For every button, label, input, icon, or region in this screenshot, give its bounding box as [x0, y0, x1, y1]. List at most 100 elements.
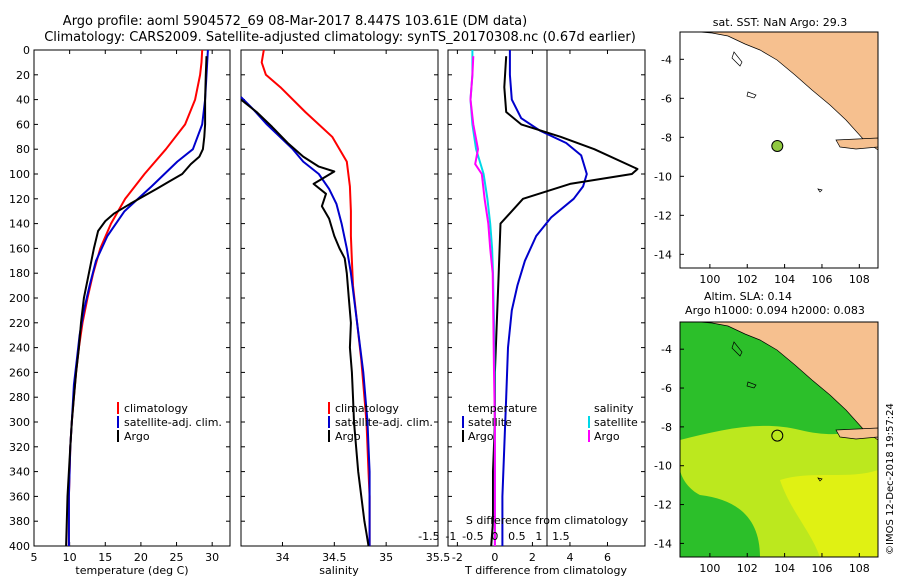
x-tick-label: 5 [31, 551, 38, 564]
map-sst-argo-location [771, 140, 784, 152]
y-tick-label: 300 [9, 416, 30, 429]
y-tick-label: 260 [9, 366, 30, 379]
map-x-tick-label: 102 [737, 562, 758, 575]
salinity-legend: climatology satellite-adj. clim. Argo [328, 402, 433, 443]
x-tick-label: 2 [529, 551, 536, 564]
series-line-argo [240, 98, 370, 547]
series-line-satellite-adj-clim [67, 49, 209, 546]
series-line-temperature-satellite [501, 50, 588, 546]
y-tick-label: 360 [9, 490, 30, 503]
map-x-tick-label: 106 [811, 562, 832, 575]
x-tick-label: 30 [205, 551, 219, 564]
series-line-argo [65, 56, 208, 547]
map-y-tick-label: -14 [654, 248, 672, 261]
x-tick-label: 20 [134, 551, 148, 564]
map-sla-frame [679, 321, 879, 558]
x-tick-label: 34 [275, 551, 289, 564]
x-tick-label: 34.5 [322, 551, 347, 564]
legend-label-satellite: satellite-adj. clim. [124, 416, 222, 429]
map-sla-high-anomaly-2 [780, 470, 878, 557]
x-tick-label: 0 [491, 551, 498, 564]
map-sst: 100 102 104 106 108 -4 -6 -8 -10 -12 -14 [654, 31, 879, 286]
temperature-xlabel: temperature (deg C) [75, 564, 188, 577]
top-axis-tick-label: -1.5 [418, 530, 439, 543]
legend-label-satellite: satellite-adj. clim. [335, 416, 433, 429]
y-tick-label: 280 [9, 391, 30, 404]
x-tick-label: 25 [170, 551, 184, 564]
map-sla-subtitle: Argo h1000: 0.094 h2000: 0.083 [685, 304, 865, 317]
y-tick-label: 120 [9, 193, 30, 206]
top-axis-tick-label: 0 [491, 530, 498, 543]
map-x-tick-label: 100 [699, 562, 720, 575]
map-sst-title: sat. SST: NaN Argo: 29.3 [713, 16, 847, 29]
map-x-tick-label: 100 [699, 273, 720, 286]
top-axis-tick-label: -1 [445, 530, 456, 543]
y-tick-label: 140 [9, 218, 30, 231]
y-tick-label: 40 [16, 94, 30, 107]
y-tick-label: 80 [16, 143, 30, 156]
y-tick-label: 340 [9, 466, 30, 479]
legend-label-argo: Argo [124, 430, 150, 443]
y-tick-label: 400 [9, 540, 30, 553]
top-axis-tick-label: 1 [535, 530, 542, 543]
map-sst-land-java [835, 137, 878, 150]
difference-top-axis-label: S difference from climatology [466, 514, 629, 527]
y-tick-label: 380 [9, 515, 30, 528]
legend-label-argo: Argo [335, 430, 361, 443]
salinity-panel: 34 34.5 35 35.5 salinity [240, 49, 451, 577]
map-sla-land-islet-1 [731, 341, 743, 357]
x-tick-label: 35.5 [426, 551, 451, 564]
series-line-salinity-argo [469, 56, 496, 546]
legend-label-climatology: climatology [124, 402, 188, 415]
map-sla-land-islet-2 [746, 381, 757, 389]
map-x-tick-label: 104 [774, 273, 795, 286]
legend-label-temperature: temperature [468, 402, 537, 415]
map-sla-title: Altim. SLA: 0.14 [704, 290, 792, 303]
map-y-tick-label: -4 [661, 53, 672, 66]
map-x-tick-label: 108 [849, 273, 870, 286]
map-sst-land-christmas [817, 188, 823, 193]
map-x-tick-label: 102 [737, 273, 758, 286]
map-y-tick-label: -6 [661, 92, 672, 105]
map-sst-land-islet-1 [731, 51, 743, 67]
y-tick-label: 320 [9, 441, 30, 454]
x-tick-label: 4 [566, 551, 573, 564]
y-tick-label: 100 [9, 168, 30, 181]
map-sla: 100 102 104 106 108 -4 -6 -8 -10 -12 -14 [654, 321, 879, 575]
x-tick-label: 10 [63, 551, 77, 564]
map-y-tick-label: -6 [661, 382, 672, 395]
imos-watermark: ©IMOS 12-Dec-2018 19:57:24 [885, 403, 896, 555]
salinity-xlabel: salinity [319, 564, 359, 577]
map-y-tick-label: -12 [654, 209, 672, 222]
map-sla-argo-location [771, 429, 784, 442]
x-tick-label: 15 [98, 551, 112, 564]
legend-label-sal-satellite: satellite [594, 416, 638, 429]
y-tick-label: 160 [9, 242, 30, 255]
map-y-tick-label: -8 [661, 421, 672, 434]
map-y-tick-label: -4 [661, 343, 672, 356]
temperature-legend: climatology satellite-adj. clim. Argo [117, 402, 222, 443]
map-x-tick-label: 104 [774, 562, 795, 575]
map-y-tick-label: -8 [661, 131, 672, 144]
title-line-1: Argo profile: aoml 5904572_69 08-Mar-201… [63, 14, 527, 29]
map-y-tick-label: -10 [654, 170, 672, 183]
y-tick-label: 0 [23, 44, 30, 57]
map-sla-land-java [835, 427, 878, 440]
x-tick-label: 35 [379, 551, 393, 564]
x-tick-label: 6 [604, 551, 611, 564]
legend-label-salinity: salinity [594, 402, 634, 415]
legend-label-temp-argo: Argo [468, 430, 494, 443]
difference-legend: temperature satellite Argo salinity sate… [462, 402, 638, 443]
map-y-tick-label: -14 [654, 537, 672, 550]
map-x-tick-label: 108 [849, 562, 870, 575]
map-y-tick-label: -12 [654, 499, 672, 512]
map-sst-frame [679, 31, 879, 269]
temperature-axes-frame [33, 49, 231, 547]
x-tick-label: -2 [452, 551, 463, 564]
legend-label-sal-argo: Argo [594, 430, 620, 443]
y-tick-label: 200 [9, 292, 30, 305]
y-tick-label: 240 [9, 342, 30, 355]
map-x-tick-label: 106 [811, 273, 832, 286]
y-tick-label: 20 [16, 69, 30, 82]
